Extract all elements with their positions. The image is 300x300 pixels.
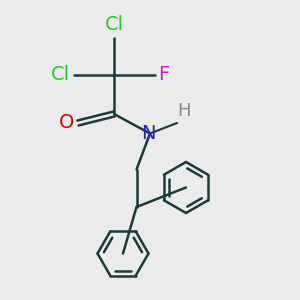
Text: N: N [141,124,156,143]
Text: Cl: Cl [51,65,70,85]
Text: O: O [59,113,74,133]
Text: Cl: Cl [104,15,124,34]
Text: H: H [177,102,190,120]
Text: F: F [158,65,169,85]
